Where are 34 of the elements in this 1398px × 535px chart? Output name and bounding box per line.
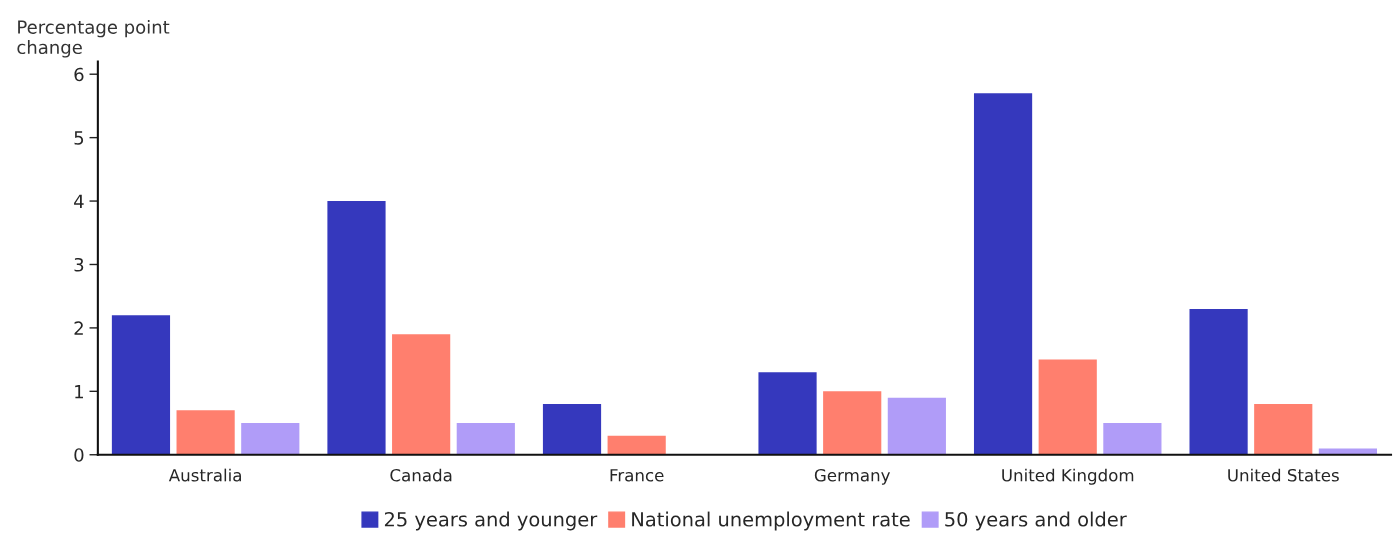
legend-label: National unemployment rate [632, 511, 910, 531]
bar [1254, 404, 1313, 455]
y-tick-label: 1 [75, 385, 83, 399]
bar [327, 201, 386, 455]
bar [607, 435, 666, 455]
bar [1318, 448, 1377, 455]
x-tick-label: Australia [168, 468, 241, 482]
bar [973, 93, 1033, 455]
bar [241, 423, 300, 455]
bar [1189, 308, 1248, 455]
bar [176, 410, 235, 455]
y-tick-label: 4 [74, 194, 84, 208]
legend-label: 25 years and younger [384, 511, 598, 531]
y-axis-title: Percentage point change [17, 19, 170, 58]
bar [887, 397, 946, 455]
x-tick-label: Canada [390, 468, 452, 482]
bar [542, 404, 602, 455]
bar [111, 315, 171, 455]
x-tick-label: United States [1228, 468, 1339, 482]
bar [392, 334, 451, 455]
bar [1038, 359, 1097, 455]
x-tick-label: France [610, 469, 664, 482]
bar [1103, 423, 1162, 455]
x-tick-label: United Kingdom [1002, 468, 1134, 485]
bar [456, 423, 515, 455]
y-tick-label: 2 [74, 321, 83, 335]
y-tick-label: 0 [74, 448, 84, 462]
y-tick-label: 3 [74, 257, 84, 272]
legend-label: 50 years and older [945, 511, 1127, 531]
bar [823, 391, 882, 455]
x-tick-label: Germany [814, 468, 890, 485]
y-tick-label: 6 [74, 67, 84, 82]
bar [758, 372, 817, 455]
y-tick-label: 5 [74, 131, 84, 145]
